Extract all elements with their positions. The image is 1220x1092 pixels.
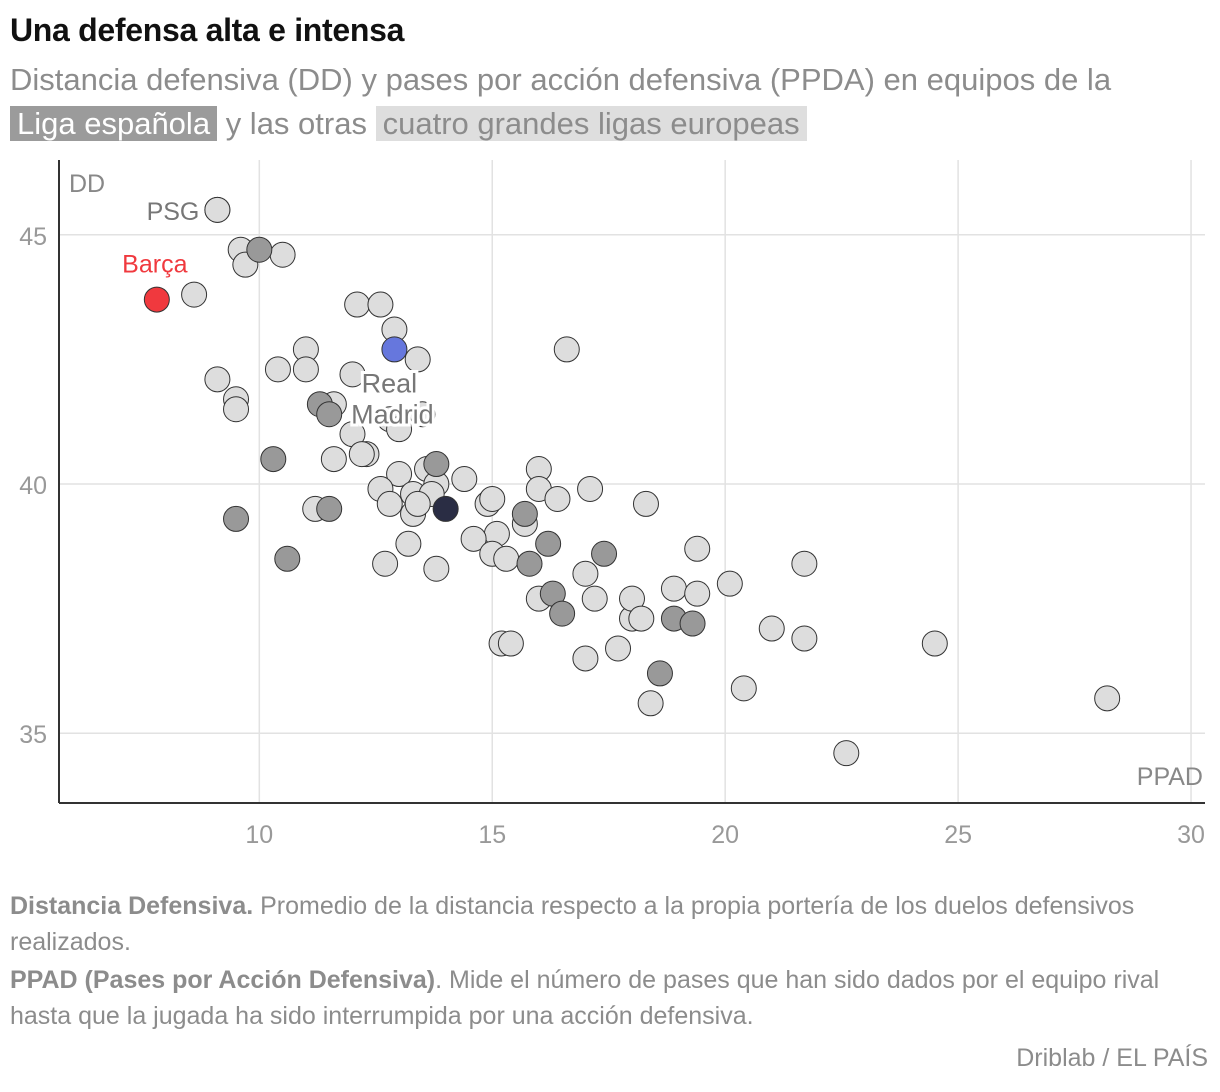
- chart-title: Una defensa alta e intensa: [10, 12, 405, 48]
- point-other-league-57: [660, 575, 687, 602]
- legend-other-leagues: cuatro grandes ligas europeas: [375, 106, 807, 141]
- point-other-league-40: [372, 550, 399, 577]
- point-spain-9: [535, 530, 562, 557]
- point-other-league-43: [493, 545, 520, 572]
- point-other-league-32: [404, 490, 431, 517]
- note-dd-text: Promedio de la distancia respecto a la p…: [10, 892, 1135, 956]
- subtitle-text-2: y las otras: [225, 106, 367, 141]
- note-dd-term: Distancia Defensiva.: [10, 892, 254, 920]
- point-other-league-6: [367, 291, 394, 318]
- point-other-league-21: [320, 446, 347, 473]
- point-other-league-53: [581, 585, 608, 612]
- point-other-league-23: [348, 441, 375, 468]
- point-other-league-41: [423, 555, 450, 582]
- point-spain-13: [549, 600, 576, 627]
- point-other-league-68: [791, 625, 818, 652]
- y-tick-40: 40: [19, 472, 47, 500]
- point-highlight-real-madrid: [381, 336, 408, 363]
- point-spain-11: [591, 540, 618, 567]
- annotations: PSG Barça Real Madrid DD PPAD: [69, 170, 1203, 791]
- x-tick-25: 25: [944, 821, 972, 849]
- point-other-league-67: [758, 615, 785, 642]
- y-axis-label: DD: [69, 170, 105, 198]
- subtitle-text-1: Distancia defensiva (DD) y pases por acc…: [10, 62, 1112, 97]
- point-other-league-14: [223, 396, 250, 423]
- point-other-league-35: [479, 485, 506, 512]
- point-other-league-28: [376, 490, 403, 517]
- point-other-league-11: [292, 356, 319, 383]
- point-other-league-52: [572, 560, 599, 587]
- point-other-league-59: [684, 535, 711, 562]
- point-other-league-56: [628, 605, 655, 632]
- tick-labels: 10 15 20 25 30 35 40 45: [19, 223, 1205, 849]
- point-other-league-47: [544, 485, 571, 512]
- point-other-league-51: [553, 336, 580, 363]
- grid-lines: [59, 160, 1205, 803]
- point-other-league-63: [572, 645, 599, 672]
- point-other-league-72: [1094, 685, 1121, 712]
- point-spain-7: [423, 451, 450, 478]
- point-other-league-5: [344, 291, 371, 318]
- point-spain-0: [246, 236, 273, 263]
- note-ppad-term: PPAD (Pases por Acción Defensiva): [10, 966, 436, 994]
- point-other-league-58: [684, 580, 711, 607]
- point-spain-3: [260, 446, 287, 473]
- point-other-league-62: [497, 630, 524, 657]
- label-real-madrid-line1: Real: [362, 368, 418, 398]
- point-other-league-33: [451, 466, 478, 493]
- point-other-league-64: [605, 635, 632, 662]
- y-tick-45: 45: [19, 223, 47, 251]
- point-other-league-19: [409, 401, 436, 428]
- y-tick-35: 35: [19, 721, 47, 749]
- point-other-league-24: [386, 461, 413, 488]
- point-spain-10: [516, 550, 543, 577]
- point-other-league-70: [833, 740, 860, 767]
- point-spain-16: [646, 660, 673, 687]
- point-other-league-65: [637, 690, 664, 717]
- note-ppad-text: . Mide el número de pases que han sido d…: [10, 966, 1160, 1030]
- point-spain-4: [223, 505, 250, 532]
- point-other-league-49: [632, 490, 659, 517]
- point-other-league-20: [386, 416, 413, 443]
- point-spain-2: [316, 401, 343, 428]
- point-other-league-69: [791, 550, 818, 577]
- note-ppad: PPAD (Pases por Acción Defensiva). Mide …: [10, 962, 1200, 1034]
- point-spain-15: [679, 610, 706, 637]
- footnotes: Distancia Defensiva. Promedio de la dist…: [10, 888, 1200, 1036]
- label-psg: PSG: [147, 198, 200, 226]
- x-tick-10: 10: [245, 821, 273, 849]
- x-tick-15: 15: [478, 821, 506, 849]
- point-other-league-48: [577, 475, 604, 502]
- point-other-league-8: [404, 346, 431, 373]
- axes: [58, 160, 1205, 804]
- scatter-chart: 10 15 20 25 30 35 40 45 PSG Barça Real Madrid D…: [19, 160, 1205, 849]
- label-barca: Barça: [122, 251, 187, 279]
- point-other-league-39: [395, 530, 422, 557]
- point-other-league-15: [339, 361, 366, 388]
- legend-spain: Liga española: [10, 106, 218, 141]
- note-dd: Distancia Defensiva. Promedio de la dist…: [10, 888, 1200, 960]
- point-highlight-bar-a: [143, 286, 170, 313]
- chart-subtitle: Distancia defensiva (DD) y pases por acc…: [10, 58, 1210, 146]
- point-other-league-10: [264, 356, 291, 383]
- point-other-league-60: [716, 570, 743, 597]
- point-other-league-71: [921, 630, 948, 657]
- point-spain-6: [274, 545, 301, 572]
- point-highlight-psg: [204, 196, 231, 223]
- point-highlight-dark-3: [432, 495, 459, 522]
- point-other-league-12: [204, 366, 231, 393]
- point-other-league-4: [181, 281, 208, 308]
- label-real-madrid-line2: Madrid: [351, 399, 434, 429]
- x-tick-30: 30: [1177, 821, 1205, 849]
- point-other-league-66: [730, 675, 757, 702]
- source-credit: Driblab / EL PAÍS: [1016, 1044, 1208, 1072]
- data-points: [143, 196, 1121, 767]
- point-spain-8: [511, 500, 538, 527]
- point-other-league-3: [269, 241, 296, 268]
- x-axis-label: PPAD: [1137, 763, 1203, 791]
- x-tick-20: 20: [711, 821, 739, 849]
- point-other-league-37: [460, 525, 487, 552]
- point-spain-5: [316, 495, 343, 522]
